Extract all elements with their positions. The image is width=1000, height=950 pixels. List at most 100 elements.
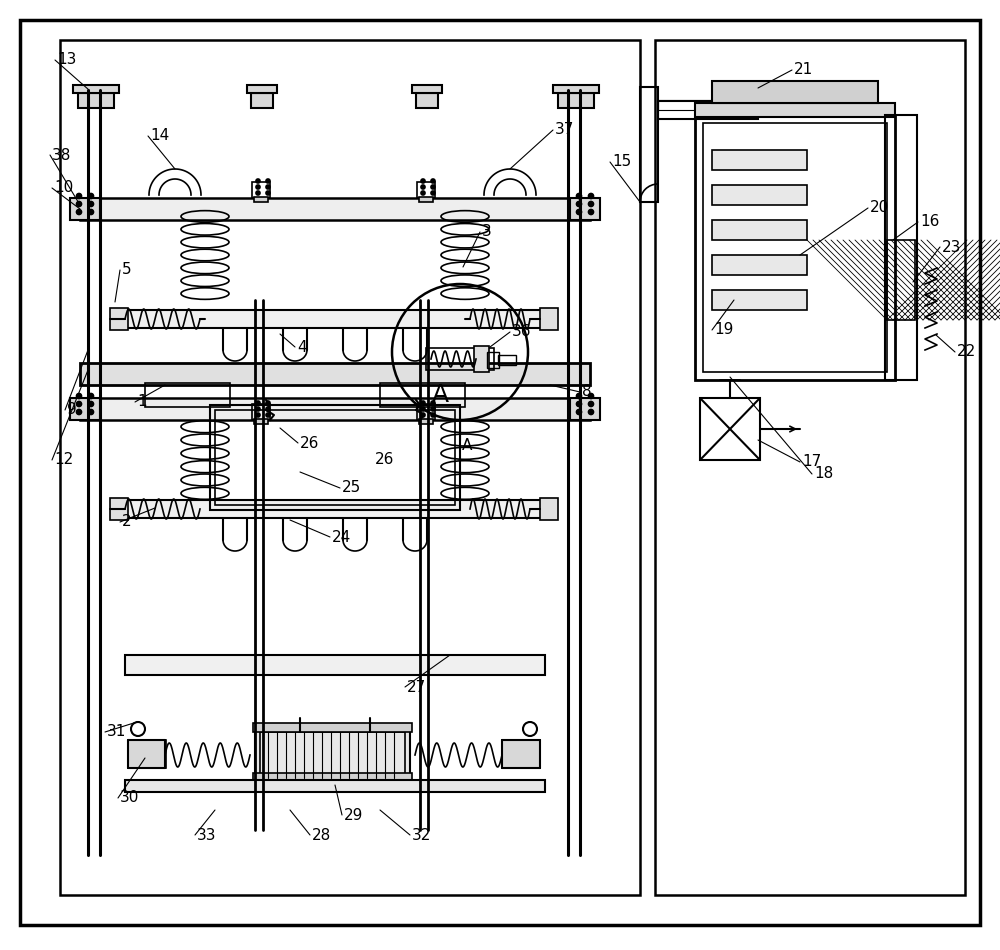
- Bar: [558, 93, 594, 108]
- Bar: [498, 355, 516, 365]
- Bar: [73, 85, 119, 93]
- Circle shape: [256, 185, 260, 189]
- Bar: [125, 655, 545, 675]
- Text: 1: 1: [137, 394, 147, 409]
- Circle shape: [588, 409, 594, 414]
- Text: 24: 24: [332, 529, 351, 544]
- Text: 32: 32: [412, 827, 431, 843]
- Bar: [247, 85, 277, 93]
- Text: 26: 26: [375, 452, 394, 467]
- Bar: [80, 363, 590, 385]
- Circle shape: [588, 201, 594, 206]
- Bar: [640, 87, 658, 202]
- Bar: [125, 780, 545, 792]
- Text: 5: 5: [122, 262, 132, 277]
- Bar: [110, 308, 128, 330]
- Text: 37: 37: [555, 123, 574, 138]
- Bar: [115, 310, 555, 328]
- Circle shape: [266, 413, 270, 417]
- Bar: [570, 198, 600, 220]
- Text: 26: 26: [300, 435, 319, 450]
- Bar: [703, 123, 887, 372]
- Circle shape: [431, 401, 435, 405]
- Bar: [695, 115, 895, 380]
- Bar: [712, 255, 807, 275]
- Bar: [700, 398, 760, 460]
- Circle shape: [421, 413, 425, 417]
- Text: 36: 36: [512, 325, 532, 339]
- Circle shape: [421, 407, 425, 411]
- Bar: [380, 383, 465, 407]
- Text: 14: 14: [150, 128, 169, 143]
- Bar: [553, 85, 599, 93]
- Circle shape: [88, 201, 94, 206]
- Circle shape: [88, 210, 94, 215]
- Text: 3: 3: [482, 224, 492, 239]
- Bar: [252, 182, 270, 198]
- Bar: [253, 723, 412, 732]
- Bar: [70, 398, 100, 420]
- Text: 25: 25: [342, 481, 361, 496]
- Bar: [251, 93, 273, 108]
- Text: 15: 15: [612, 155, 631, 169]
- Text: 4: 4: [297, 339, 307, 354]
- Bar: [712, 290, 807, 310]
- Circle shape: [421, 401, 425, 405]
- Bar: [712, 81, 878, 103]
- Text: 8: 8: [582, 385, 592, 400]
- Bar: [695, 103, 895, 117]
- Circle shape: [256, 413, 260, 417]
- Bar: [502, 740, 540, 768]
- Circle shape: [266, 179, 270, 183]
- Circle shape: [421, 191, 425, 195]
- Bar: [254, 197, 268, 202]
- Bar: [215, 410, 455, 505]
- Circle shape: [431, 413, 435, 417]
- Bar: [252, 404, 270, 420]
- Text: 29: 29: [344, 808, 363, 823]
- Bar: [210, 405, 460, 510]
- Text: 31: 31: [107, 725, 126, 739]
- Bar: [70, 198, 100, 220]
- Text: A: A: [462, 438, 472, 452]
- Circle shape: [588, 393, 594, 398]
- Text: 2: 2: [122, 515, 132, 529]
- Text: 28: 28: [312, 827, 331, 843]
- Bar: [474, 346, 489, 372]
- Circle shape: [421, 179, 425, 183]
- Bar: [712, 220, 807, 240]
- Bar: [128, 740, 166, 768]
- Text: 21: 21: [794, 63, 813, 78]
- Circle shape: [431, 191, 435, 195]
- Text: 16: 16: [920, 215, 939, 230]
- Circle shape: [88, 409, 94, 414]
- Text: 20: 20: [870, 200, 889, 216]
- Bar: [255, 728, 410, 782]
- Bar: [712, 150, 807, 170]
- Bar: [887, 240, 915, 320]
- Circle shape: [576, 402, 582, 407]
- Bar: [115, 500, 555, 518]
- Bar: [655, 40, 965, 895]
- Text: 23: 23: [942, 239, 961, 255]
- Circle shape: [431, 185, 435, 189]
- Bar: [658, 101, 758, 119]
- Circle shape: [256, 179, 260, 183]
- Bar: [78, 93, 114, 108]
- Circle shape: [266, 401, 270, 405]
- Circle shape: [588, 402, 594, 407]
- Text: 22: 22: [957, 345, 976, 359]
- Text: 12: 12: [54, 452, 73, 467]
- Circle shape: [256, 191, 260, 195]
- Bar: [60, 40, 640, 895]
- Text: A: A: [431, 383, 449, 407]
- Bar: [110, 498, 128, 520]
- Circle shape: [256, 407, 260, 411]
- Bar: [416, 93, 438, 108]
- Circle shape: [421, 185, 425, 189]
- Circle shape: [266, 191, 270, 195]
- Bar: [417, 404, 435, 420]
- Bar: [426, 348, 494, 370]
- Bar: [253, 773, 412, 782]
- Bar: [145, 383, 230, 407]
